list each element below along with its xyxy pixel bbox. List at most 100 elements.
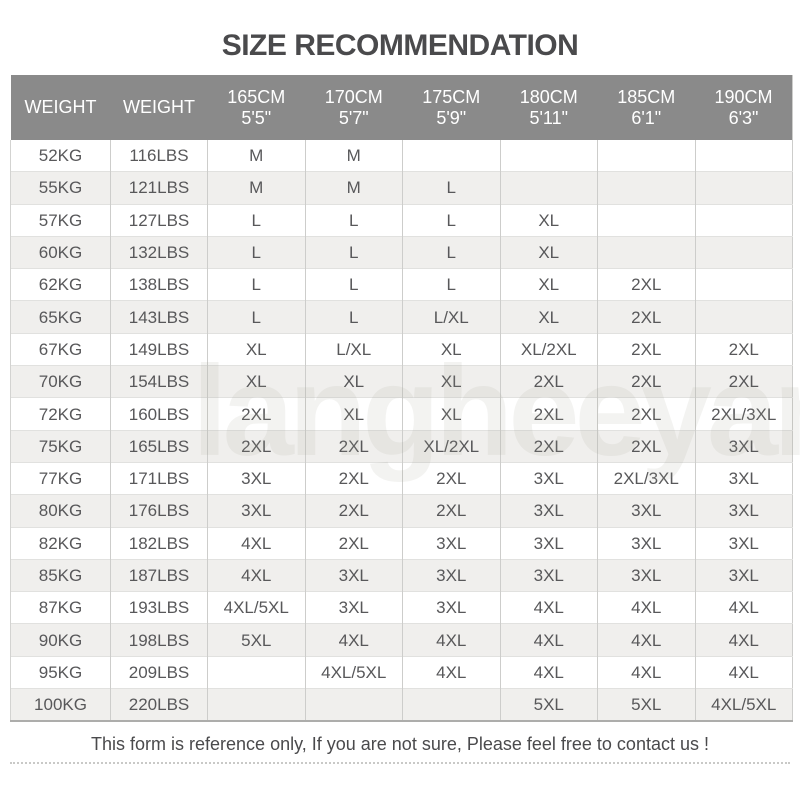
size-cell: 3XL	[402, 591, 500, 624]
size-cell: L	[304, 203, 403, 237]
size-cell: M	[304, 171, 403, 205]
size-cell: XL	[499, 300, 598, 334]
size-cell: L/XL	[402, 300, 500, 334]
size-cell: XL	[207, 332, 305, 366]
table-row: 87KG 193LBS 4XL/5XL 3XL 3XL 4XL 4XL 4XL	[10, 591, 793, 624]
size-cell: 3XL	[499, 461, 598, 495]
size-cell: L	[304, 235, 403, 269]
dotted-divider	[10, 762, 790, 764]
size-cell: 4XL	[207, 526, 305, 560]
size-cell: 2XL	[597, 365, 695, 398]
size-cell: 3XL	[304, 558, 403, 592]
size-cell: 3XL	[304, 591, 403, 624]
size-cell: XL	[499, 203, 598, 237]
size-cell: 3XL	[694, 526, 793, 560]
size-cell: 5XL	[207, 623, 305, 657]
weight-lbs-cell: 149LBS	[110, 332, 208, 366]
size-cell: 3XL	[402, 526, 500, 560]
weight-lbs-cell: 154LBS	[110, 365, 208, 398]
size-cell: XL	[402, 332, 500, 366]
weight-kg-cell: 75KG	[10, 429, 111, 463]
weight-kg-cell: 87KG	[10, 591, 111, 624]
size-cell: 2XL	[207, 397, 305, 431]
size-cell: L	[402, 203, 500, 237]
table-row: 65KG 143LBS L L L/XL XL 2XL	[10, 300, 793, 334]
size-cell: 4XL	[694, 655, 793, 689]
size-cell: XL	[304, 365, 403, 398]
header-170cm: 170CM 5'7"	[305, 75, 403, 140]
size-cell	[597, 140, 695, 172]
size-cell: L	[207, 235, 305, 269]
size-cell: 2XL	[207, 429, 305, 463]
size-cell	[694, 171, 793, 205]
header-sub: 5'7"	[338, 107, 369, 128]
size-cell: 2XL	[597, 429, 695, 463]
weight-lbs-cell: 160LBS	[110, 397, 208, 431]
weight-kg-cell: 100KG	[10, 688, 111, 722]
size-cell: 4XL	[499, 591, 598, 624]
header-sub: 5'5"	[241, 107, 272, 128]
size-cell	[694, 203, 793, 237]
header-label: 165CM	[227, 86, 286, 107]
size-cell: 4XL	[694, 623, 793, 657]
size-cell	[207, 655, 305, 689]
weight-lbs-cell: 176LBS	[110, 494, 208, 528]
size-cell: M	[304, 140, 403, 172]
footer-note: This form is reference only, If you are …	[91, 734, 709, 754]
weight-lbs-cell: 138LBS	[110, 268, 208, 301]
size-cell: 4XL	[597, 591, 695, 624]
weight-lbs-cell: 209LBS	[110, 655, 208, 689]
size-cell: 2XL	[597, 268, 695, 301]
size-cell	[402, 140, 500, 172]
weight-lbs-cell: 220LBS	[110, 688, 208, 722]
header-180cm: 180CM 5'11"	[500, 75, 598, 140]
table-row: 75KG 165LBS 2XL 2XL XL/2XL 2XL 2XL 3XL	[10, 429, 793, 463]
header-label: 175CM	[422, 86, 481, 107]
table-row: 72KG 160LBS 2XL XL XL 2XL 2XL 2XL/3XL	[10, 397, 793, 431]
size-cell: 2XL	[597, 397, 695, 431]
table-row: 62KG 138LBS L L L XL 2XL	[10, 268, 793, 301]
header-190cm: 190CM 6'3"	[695, 75, 793, 140]
size-table-container: WEIGHT WEIGHT 165CM 5'5" 170CM 5'7"	[10, 75, 793, 723]
size-cell: XL	[499, 268, 598, 301]
size-table-header: WEIGHT WEIGHT 165CM 5'5" 170CM 5'7"	[10, 75, 793, 140]
size-cell: 3XL	[694, 461, 793, 495]
header-label: 180CM	[519, 86, 578, 107]
header-label: WEIGHT	[123, 97, 195, 117]
size-cell: L	[402, 235, 500, 269]
size-cell	[597, 203, 695, 237]
size-cell: 3XL	[499, 558, 598, 592]
weight-kg-cell: 60KG	[10, 235, 111, 269]
weight-lbs-cell: 116LBS	[110, 140, 208, 172]
size-cell	[597, 171, 695, 205]
table-row: 82KG 182LBS 4XL 2XL 3XL 3XL 3XL 3XL	[10, 526, 793, 560]
size-cell	[694, 235, 793, 269]
size-cell	[499, 140, 598, 172]
size-cell: L	[207, 268, 305, 301]
size-cell: 2XL	[304, 494, 403, 528]
table-row: 80KG 176LBS 3XL 2XL 2XL 3XL 3XL 3XL	[10, 494, 793, 528]
size-cell: 3XL	[694, 558, 793, 592]
header-label: 185CM	[617, 86, 676, 107]
size-cell: 2XL	[304, 526, 403, 560]
size-cell: 2XL	[597, 300, 695, 334]
header-175cm: 175CM 5'9"	[402, 75, 500, 140]
size-cell: 3XL	[597, 494, 695, 528]
size-cell: L	[304, 268, 403, 301]
size-cell: 3XL	[207, 461, 305, 495]
weight-kg-cell: 80KG	[10, 494, 111, 528]
header-row: WEIGHT WEIGHT 165CM 5'5" 170CM 5'7"	[10, 75, 793, 140]
size-cell: XL	[304, 397, 403, 431]
weight-kg-cell: 85KG	[10, 558, 111, 592]
size-cell: 2XL	[597, 332, 695, 366]
weight-kg-cell: 65KG	[10, 300, 111, 334]
header-sub: 6'1"	[631, 107, 662, 128]
size-cell: 2XL/3XL	[597, 461, 695, 495]
weight-lbs-cell: 127LBS	[110, 203, 208, 237]
table-row: 95KG 209LBS 4XL/5XL 4XL 4XL 4XL 4XL	[10, 655, 793, 689]
weight-lbs-cell: 171LBS	[110, 461, 208, 495]
size-cell: 3XL	[694, 494, 793, 528]
table-row: 60KG 132LBS L L L XL	[10, 235, 793, 269]
size-cell: 3XL	[694, 429, 793, 463]
